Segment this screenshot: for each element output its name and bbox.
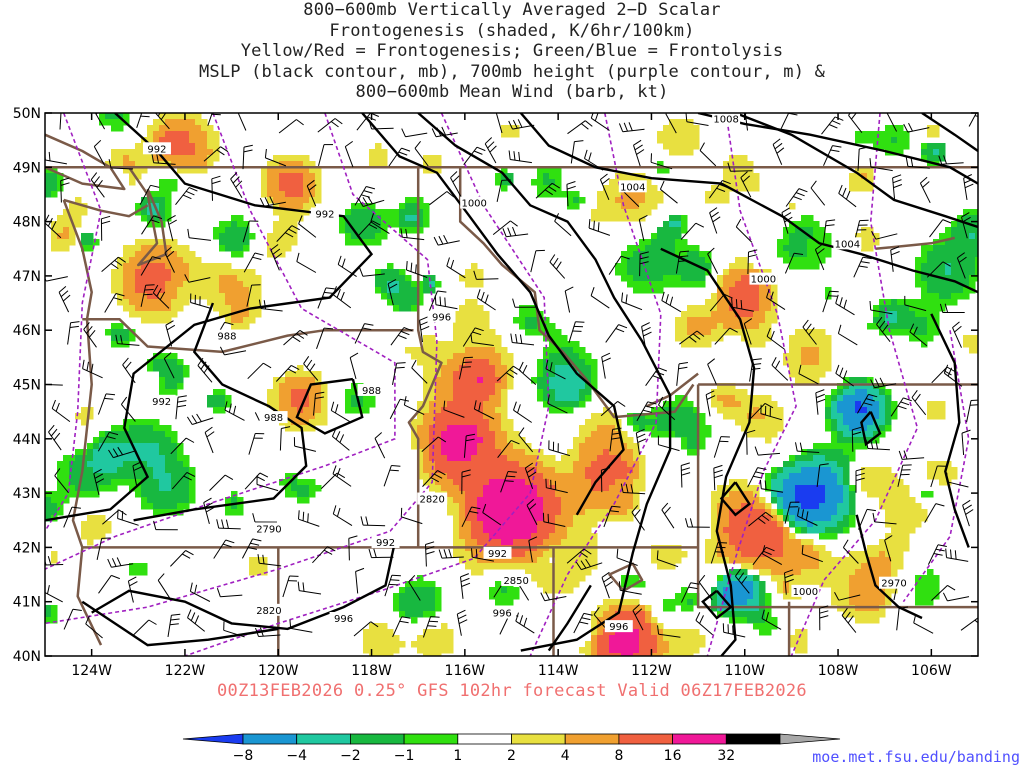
credit-link[interactable]: moe.met.fsu.edu/banding: [812, 748, 1020, 766]
mslp-label: 1004: [618, 180, 647, 193]
colorbar-swatch: [349, 733, 405, 745]
title-block: 800−600mb Vertically Averaged 2−D Scalar…: [0, 0, 1024, 103]
colorbar-right-arrow: [779, 733, 841, 745]
colorbar-label: −2: [340, 748, 361, 764]
mslp-label: 992: [371, 535, 400, 549]
lat-tick-label: 49N: [13, 160, 41, 176]
lon-tick-label: 124W: [71, 663, 112, 679]
height-label: 2850: [501, 573, 532, 587]
colorbar-label: −4: [286, 748, 307, 764]
lat-tick-label: 46N: [13, 323, 41, 339]
forecast-info: 00Z13FEB2026 0.25° GFS 102hr forecast Va…: [217, 681, 807, 701]
colorbar-swatch: [296, 733, 351, 745]
colorbar-swatch: [242, 733, 298, 745]
mslp-label: 988: [212, 329, 241, 343]
lon-tick-label: 118W: [351, 663, 392, 679]
mslp-label: 996: [604, 620, 633, 633]
lon-tick-label: 122W: [165, 663, 206, 679]
lat-tick-label: 42N: [13, 540, 41, 556]
mslp-label: 1004: [833, 237, 862, 250]
lon-tick-label: 110W: [724, 663, 765, 679]
lon-tick-label: 108W: [818, 663, 859, 679]
longitude-axis: 124W 122W 120W 118W 116W 114W 112W 110W 108W 106W: [71, 113, 952, 679]
colorbar-left-arrow: [182, 733, 244, 745]
mslp-label: 996: [427, 310, 456, 324]
height-label: 2820: [417, 492, 448, 506]
map-plot-area: 992 992 1000 1004 1008 1004 1000 996 988 988 988 99…: [45, 113, 978, 656]
lon-tick-label: 112W: [631, 663, 672, 679]
wind-barbs: [45, 113, 978, 639]
colorbar-label: 2: [507, 748, 516, 764]
lon-tick-label: 114W: [538, 663, 579, 679]
title-line-4: MSLP (black contour, mb), 700mb height (…: [198, 61, 826, 82]
mslp-label: 1000: [749, 272, 778, 286]
mslp-label: 1000: [791, 584, 820, 598]
height-label: 2970: [879, 576, 910, 590]
colorbar-label: −8: [233, 748, 254, 764]
mslp-label: 1000: [460, 196, 489, 210]
title-line-1: 800−600mb Vertically Averaged 2−D Scalar: [303, 0, 721, 20]
colorbar-swatch: [511, 733, 566, 745]
state-borders: [45, 133, 978, 656]
colorbar-label: 16: [664, 748, 682, 764]
mslp-label: 992: [483, 546, 512, 560]
colorbar-swatch: [403, 733, 459, 745]
mslp-label: 996: [488, 606, 517, 620]
lat-tick-label: 50N: [13, 106, 41, 122]
colorbar-swatch: [618, 733, 674, 745]
colorbar-label: 32: [717, 748, 735, 764]
mslp-label: 988: [357, 383, 386, 397]
title-line-3: Yellow/Red = Frontogenesis; Green/Blue =…: [240, 41, 784, 61]
colorbar: −8 −4 −2 −1 1 2 4 8 16 32: [182, 733, 841, 764]
lat-tick-label: 48N: [13, 215, 41, 231]
lat-tick-label: 43N: [13, 486, 41, 502]
colorbar-label: 4: [561, 748, 570, 764]
lon-tick-label: 116W: [445, 663, 486, 679]
colorbar-swatch: [672, 733, 727, 745]
lat-tick-label: 45N: [13, 378, 41, 394]
mslp-label: 992: [310, 207, 339, 220]
height-contours: [45, 113, 970, 656]
title-line-5: 800−600mb Mean Wind (barb, kt): [355, 82, 669, 102]
title-line-2: Frontogenesis (shaded, K/6hr/100km): [329, 20, 695, 41]
lat-tick-label: 41N: [13, 595, 41, 611]
lat-tick-label: 47N: [13, 269, 41, 285]
colorbar-swatch: [725, 733, 781, 745]
latitude-axis: 50N 49N 48N 47N 46N 45N 44N 43N 42N 41N 40N: [13, 106, 978, 665]
mslp-label: 1008: [712, 113, 741, 125]
mslp-label: 988: [259, 411, 288, 424]
colorbar-swatch: [564, 733, 620, 745]
height-label: 2790: [253, 522, 284, 535]
mslp-label: 992: [147, 394, 176, 408]
height-label: 2820: [253, 603, 284, 617]
contour-labels: 992 992 1000 1004 1008 1004 1000 996 988 988 988 99…: [142, 113, 910, 633]
colorbar-label: 1: [453, 748, 462, 764]
colorbar-label: −1: [394, 748, 415, 764]
mslp-label: 992: [142, 142, 171, 155]
lon-tick-label: 106W: [911, 663, 952, 679]
colorbar-swatch: [457, 733, 512, 745]
lat-tick-label: 44N: [13, 432, 41, 448]
lat-tick-label: 40N: [13, 649, 41, 665]
mslp-label: 996: [329, 611, 358, 625]
lon-tick-label: 120W: [258, 663, 299, 679]
colorbar-label: 8: [614, 748, 623, 764]
